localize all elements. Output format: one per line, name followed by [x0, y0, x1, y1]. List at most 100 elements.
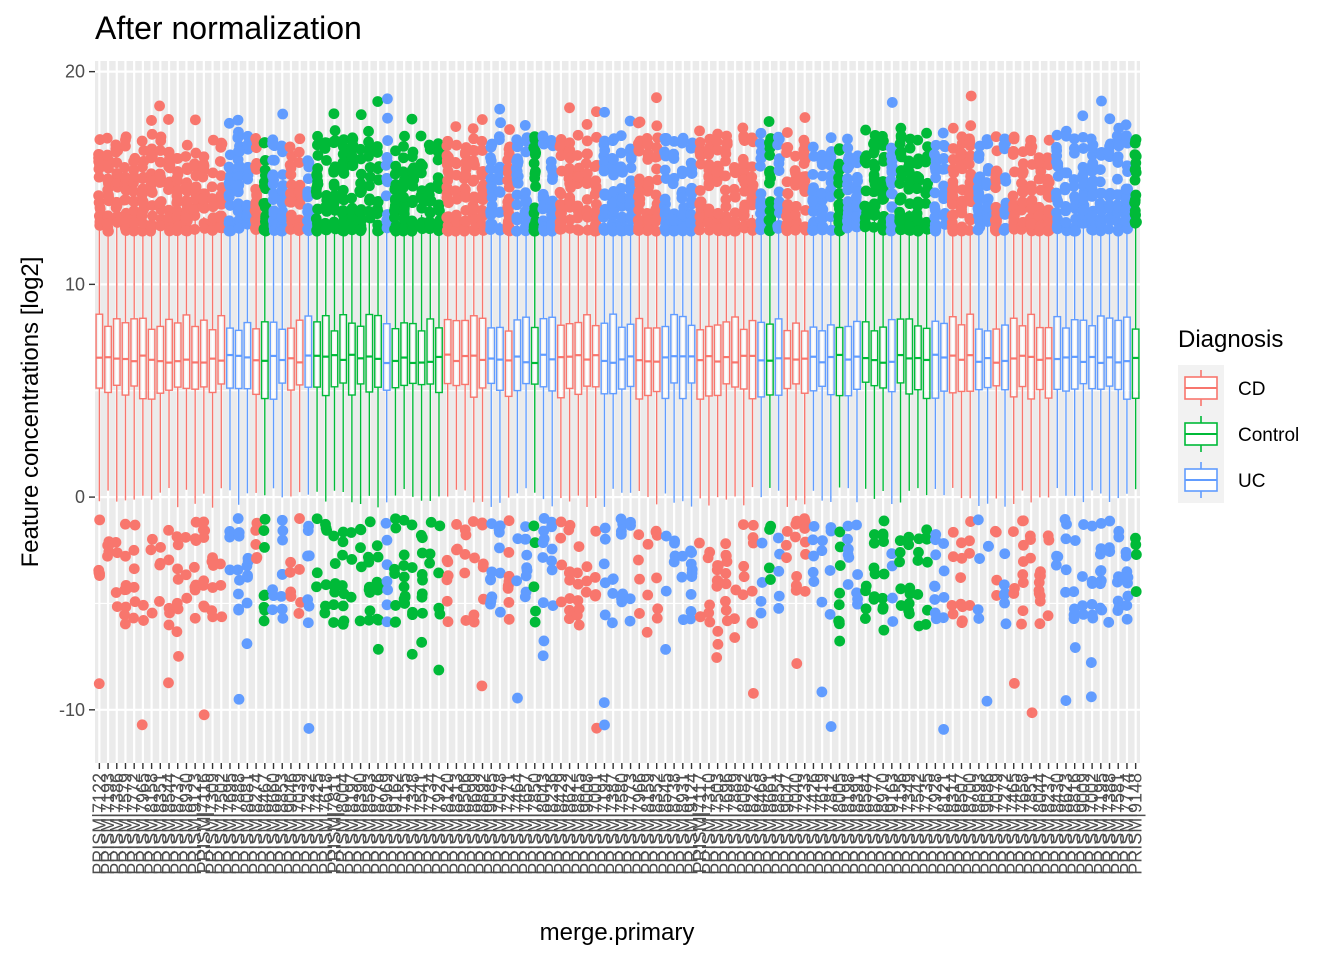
- outlier-point: [841, 222, 853, 234]
- outlier-point: [624, 225, 636, 237]
- outlier-point: [729, 613, 740, 625]
- outlier-point: [338, 225, 350, 237]
- outlier-point: [494, 606, 506, 618]
- outlier-point: [346, 553, 358, 565]
- outlier-point: [389, 568, 401, 579]
- outlier-point: [312, 130, 323, 142]
- x-tick-label: PRISM|7156: [891, 773, 911, 875]
- outlier-point: [764, 167, 776, 179]
- box: [138, 317, 147, 400]
- x-tick-label: PRISM|8660: [264, 773, 284, 875]
- outlier-point: [1025, 218, 1037, 229]
- legend-label: Control: [1238, 425, 1299, 446]
- outlier-point: [345, 204, 357, 216]
- outlier-point: [972, 604, 984, 616]
- outlier-point: [999, 222, 1011, 234]
- outlier-point: [974, 553, 985, 564]
- outlier-point: [615, 147, 627, 159]
- outlier-point: [877, 603, 889, 615]
- box: [931, 320, 940, 399]
- outlier-point: [1025, 203, 1037, 215]
- x-tick-label: PRISM|7851: [1021, 773, 1041, 875]
- outlier-point: [258, 525, 270, 536]
- outlier-point: [267, 584, 279, 596]
- outlier-point: [233, 693, 245, 705]
- x-tick-label: PRISM|7348: [403, 773, 423, 875]
- outlier-point: [555, 210, 567, 221]
- outlier-point: [171, 626, 183, 638]
- outlier-point: [363, 136, 374, 148]
- box: [574, 321, 583, 396]
- box: [1070, 319, 1079, 390]
- outlier-point: [911, 170, 923, 182]
- outlier-point: [922, 141, 933, 153]
- outlier-point: [329, 135, 341, 146]
- outlier-point: [111, 167, 123, 179]
- outlier-point: [1009, 582, 1020, 594]
- outlier-point: [607, 588, 619, 599]
- outlier-point: [790, 531, 801, 543]
- x-tick-label: PRISM|9009: [1073, 773, 1093, 875]
- outlier-point: [1017, 577, 1029, 588]
- outlier-point: [913, 546, 924, 558]
- outlier-point: [939, 163, 951, 175]
- outlier-point: [373, 174, 385, 186]
- outlier-point: [1060, 695, 1072, 706]
- outlier-point: [206, 181, 218, 193]
- outlier-point: [946, 199, 958, 210]
- outlier-point: [720, 201, 732, 212]
- outlier-point: [929, 187, 941, 199]
- x-tick-label: PRISM|8738: [664, 773, 684, 875]
- outlier-point: [894, 194, 906, 206]
- outlier-point: [1033, 173, 1045, 185]
- outlier-point: [1026, 707, 1038, 719]
- outlier-point: [607, 574, 619, 585]
- outlier-point: [676, 168, 688, 180]
- outlier-point: [258, 224, 270, 236]
- outlier-point: [860, 124, 872, 136]
- outlier-point: [765, 196, 776, 208]
- outlier-point: [477, 558, 489, 570]
- outlier-point: [355, 542, 366, 554]
- box: [556, 324, 565, 399]
- outlier-point: [704, 599, 715, 611]
- outlier-point: [537, 138, 549, 150]
- outlier-point: [494, 542, 505, 554]
- box: [861, 321, 870, 383]
- outlier-point: [990, 131, 1002, 143]
- box: [513, 319, 522, 392]
- box: [974, 328, 983, 391]
- outlier-point: [711, 564, 723, 576]
- outlier-point: [329, 558, 341, 569]
- outlier-point: [922, 556, 933, 568]
- outlier-point: [1120, 546, 1132, 558]
- outlier-point: [650, 204, 662, 215]
- outlier-point: [355, 177, 367, 189]
- outlier-point: [189, 584, 201, 596]
- outlier-point: [729, 190, 741, 202]
- outlier-point: [163, 524, 174, 536]
- outlier-point: [555, 516, 567, 528]
- outlier-point: [747, 687, 759, 699]
- box: [478, 317, 487, 389]
- outlier-point: [382, 157, 394, 169]
- outlier-point: [1077, 131, 1089, 143]
- outlier-point: [102, 550, 113, 562]
- outlier-point: [232, 205, 244, 217]
- outlier-point: [512, 692, 523, 704]
- outlier-point: [555, 596, 567, 608]
- outlier-point: [808, 150, 820, 162]
- outlier-point: [624, 182, 636, 193]
- outlier-point: [381, 599, 393, 611]
- outlier-point: [337, 165, 349, 176]
- outlier-point: [607, 135, 619, 147]
- outlier-point: [258, 590, 270, 602]
- outlier-point: [720, 170, 731, 182]
- outlier-point: [503, 546, 515, 558]
- outlier-point: [337, 618, 349, 630]
- outlier-point: [878, 568, 890, 580]
- x-tick-label: PRISM|8237: [1039, 773, 1059, 875]
- outlier-point: [746, 585, 758, 597]
- outlier-point: [659, 193, 671, 205]
- outlier-point: [886, 548, 898, 560]
